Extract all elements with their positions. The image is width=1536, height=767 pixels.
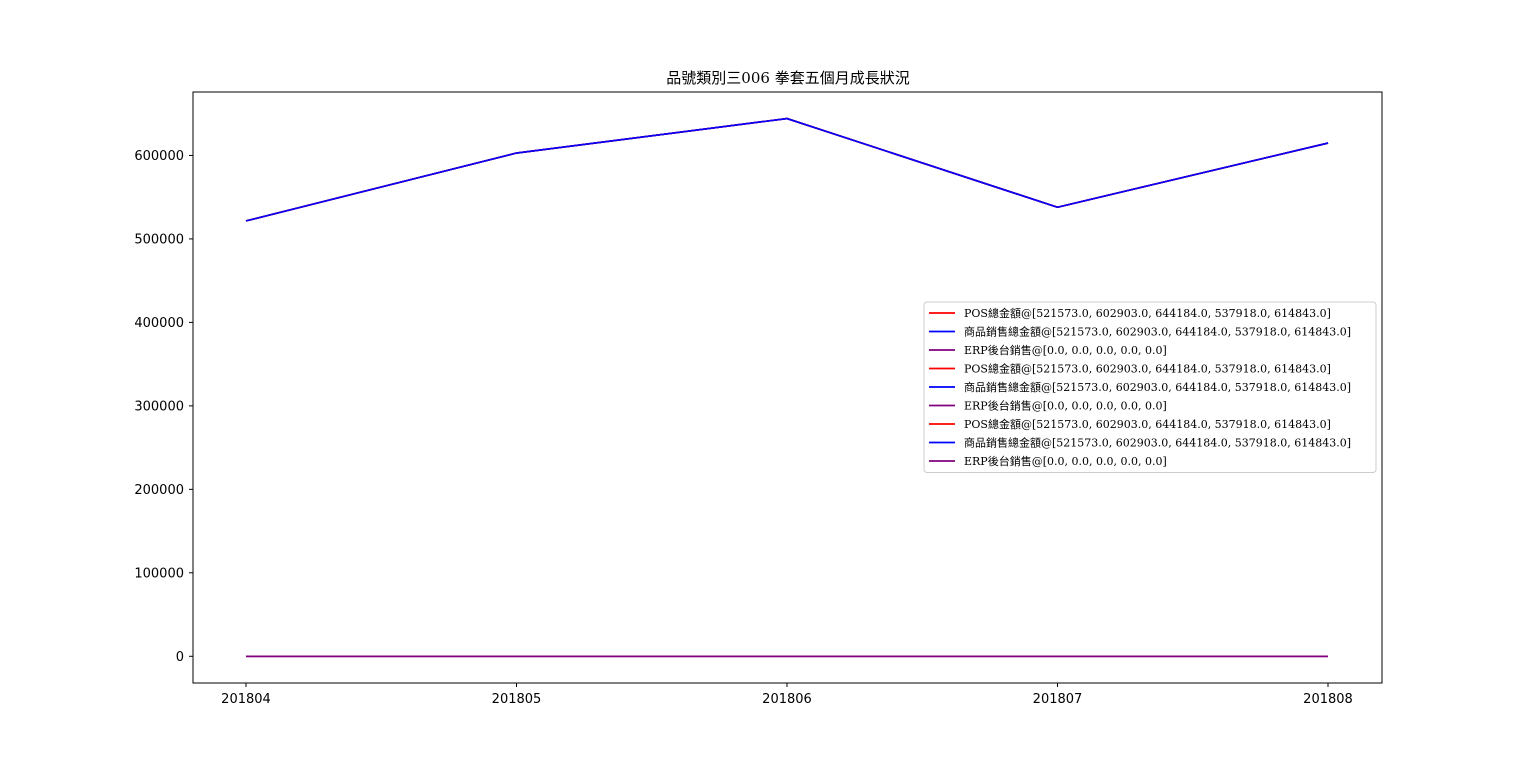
legend-label-8: 商品銷售總金額@[521573.0, 602903.0, 644184.0, 5… xyxy=(964,436,1351,450)
axes: 201804 201805 201806 201807 201808 0 100000 200… xyxy=(134,91,1383,707)
series-line-5 xyxy=(245,117,1329,222)
y-tick-label: 500000 xyxy=(134,232,184,247)
x-tick-label: 201806 xyxy=(762,692,812,707)
x-tick-label: 201805 xyxy=(492,692,542,707)
legend-label-9: ERP後台銷售@[0.0, 0.0, 0.0, 0.0, 0.0] xyxy=(964,454,1167,468)
y-tick-label: 0 xyxy=(176,650,184,665)
legend-label-3: ERP後台銷售@[0.0, 0.0, 0.0, 0.0, 0.0] xyxy=(964,343,1167,357)
legend-label-6: ERP後台銷售@[0.0, 0.0, 0.0, 0.0, 0.0] xyxy=(964,399,1167,413)
legend-label-5: 商品銷售總金額@[521573.0, 602903.0, 644184.0, 5… xyxy=(964,380,1351,394)
legend: POS總金額@[521573.0, 602903.0, 644184.0, 53… xyxy=(923,301,1377,473)
series-line-1 xyxy=(245,117,1329,222)
y-tick-label: 600000 xyxy=(134,149,184,164)
y-tick-label: 100000 xyxy=(134,566,184,581)
y-tick-label: 200000 xyxy=(134,483,184,498)
series-line-7 xyxy=(245,117,1329,222)
x-tick-label: 201807 xyxy=(1033,692,1083,707)
plot-area xyxy=(245,117,1329,658)
legend-box xyxy=(923,301,1377,473)
x-tick-label: 201808 xyxy=(1303,692,1353,707)
series-line-8 xyxy=(245,117,1329,222)
x-tick-label: 201804 xyxy=(221,692,271,707)
series-line-4 xyxy=(245,117,1329,222)
legend-label-7: POS總金額@[521573.0, 602903.0, 644184.0, 53… xyxy=(964,417,1331,431)
y-tick-label: 300000 xyxy=(134,399,184,414)
y-tick-label: 400000 xyxy=(134,316,184,331)
series-line-2 xyxy=(245,117,1329,222)
chart-title: 品號類別三006 拳套五個月成長狀況 xyxy=(666,69,909,87)
legend-label-2: 商品銷售總金額@[521573.0, 602903.0, 644184.0, 5… xyxy=(964,325,1351,339)
legend-label-1: POS總金額@[521573.0, 602903.0, 644184.0, 53… xyxy=(964,306,1331,320)
legend-label-4: POS總金額@[521573.0, 602903.0, 644184.0, 53… xyxy=(964,362,1331,376)
